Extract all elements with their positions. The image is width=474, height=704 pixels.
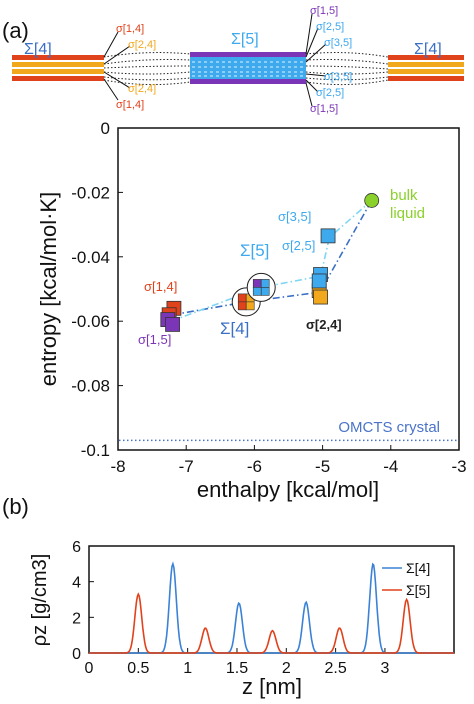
bulk-liquid-label-1: bulk: [390, 187, 418, 204]
schematic-label-right-1: σ[1,5]: [310, 5, 338, 17]
schematic-sigma4-right: Σ[4]: [414, 41, 442, 58]
x-tick-label: 1: [183, 660, 192, 677]
density-series-line: [89, 592, 454, 654]
y-tick-label: 0: [101, 119, 110, 138]
chart-b-series: [89, 561, 454, 654]
stripe-left-orange-2: [12, 69, 104, 74]
point-label-sigma14: σ[1,4]: [144, 279, 177, 294]
stripe-center-purple-2: [190, 79, 306, 84]
data-point: [313, 289, 328, 305]
point-label-sigma24: σ[2,4]: [306, 317, 342, 332]
schematic-sigma4-left: Σ[4]: [24, 41, 52, 58]
legend-label-sigma4: Σ[4]: [406, 560, 430, 576]
y-tick-label: 6: [72, 539, 81, 556]
transition-lines: [103, 52, 389, 86]
chart-b-xlabel: z [nm]: [242, 674, 302, 699]
x-tick-label: 2: [282, 660, 291, 677]
stripe-right-orange-2: [388, 69, 464, 74]
y-tick-label: 4: [72, 575, 81, 592]
stripe-center-purple-1: [190, 52, 306, 57]
entropy-enthalpy-chart: -8 -7 -6 -5 -4 -3 0 -0.02 -0.04 -0.06 -0.08 -0.1 en…: [36, 119, 467, 502]
average-square: [237, 301, 247, 311]
schematic-label-right-4: σ[3,5]: [324, 71, 352, 83]
y-tick-label: -0.1: [81, 441, 110, 460]
chart-a-paths: [170, 199, 373, 322]
bulk-liquid-label-2: liquid: [390, 205, 425, 222]
chart-a-xlabel: enthalpy [kcal/mol]: [197, 477, 379, 502]
x-tick-label: -7: [179, 457, 194, 476]
data-point: [320, 228, 336, 244]
stripe-right-orange-1: [388, 62, 464, 67]
average-square: [237, 293, 247, 303]
y-tick-label: -0.08: [71, 377, 110, 396]
x-tick-label: 0: [85, 660, 94, 677]
schematic-label-right-3: σ[3,5]: [324, 37, 352, 49]
average-square: [245, 301, 255, 311]
data-point: [311, 273, 327, 289]
schematic-label-left-1: σ[1,4]: [116, 23, 144, 35]
panel-b-label: (b): [2, 494, 29, 519]
legend-label-sigma5: Σ[5]: [406, 582, 430, 598]
average-label-sigma5: Σ[5]: [240, 241, 269, 260]
average-square: [252, 279, 262, 288]
y-tick-label: -0.02: [71, 183, 110, 202]
y-tick-label: -0.04: [71, 248, 110, 267]
path-line: [170, 199, 373, 322]
average-square: [260, 287, 270, 296]
x-tick-label: 2.5: [324, 660, 346, 677]
reference-line-label: OMCTS crystal: [338, 419, 440, 436]
point-label-sigma35: σ[3,5]: [278, 209, 311, 224]
x-tick-label: 1.5: [226, 660, 248, 677]
data-point: [165, 317, 180, 332]
schematic-label-right-2: σ[2,5]: [316, 21, 344, 33]
y-tick-label: 2: [72, 610, 81, 627]
average-square: [260, 279, 270, 288]
stripe-right-red-1: [388, 55, 464, 60]
average-label-sigma4: Σ[4]: [220, 319, 249, 338]
x-tick-label: -6: [247, 457, 262, 476]
schematic-label-right-5: σ[2,5]: [316, 87, 344, 99]
x-tick-label: -5: [315, 457, 330, 476]
point-label-sigma25: σ[2,5]: [282, 238, 315, 253]
y-tick-label: -0.06: [71, 312, 110, 331]
schematic-label-left-3: σ[2,4]: [128, 83, 156, 95]
x-tick-label: 0.5: [127, 660, 149, 677]
x-tick-label: -3: [451, 457, 466, 476]
chart-b-legend: Σ[4] Σ[5]: [382, 560, 430, 598]
path-line: [172, 200, 373, 316]
y-tick-label: 0: [72, 646, 81, 663]
stripe-right-red-2: [388, 76, 464, 81]
x-tick-label: 3: [380, 660, 389, 677]
chart-b-ylabel: ρz [g/cm3]: [29, 554, 51, 647]
stripe-left-orange-1: [12, 62, 104, 67]
chart-b-ticks: 0 0.5 1 1.5 2 2.5 3 0 2 4 6: [72, 539, 389, 677]
density-profile-chart: 0 0.5 1 1.5 2 2.5 3 0 2 4 6 z [nm] ρz [g/cm3] Σ[4]…: [29, 539, 455, 699]
schematic-label-left-4: σ[1,4]: [116, 99, 144, 111]
x-tick-label: -8: [110, 457, 125, 476]
point-label-sigma15: σ[1,5]: [138, 332, 171, 347]
leader-lines: [103, 13, 327, 107]
x-tick-label: -4: [383, 457, 398, 476]
schematic-label-right-6: σ[1,5]: [310, 103, 338, 115]
stripe-left-red-2: [12, 76, 104, 81]
center-wavy-lines: [192, 61, 304, 77]
schematic-sigma5: Σ[5]: [231, 31, 259, 48]
chart-a-frame: [117, 127, 460, 451]
bulk-liquid-point: [364, 193, 380, 208]
chart-a-ticks: -8 -7 -6 -5 -4 -3 0 -0.02 -0.04 -0.06 -0.08 -0.1: [71, 119, 466, 476]
schematic: Σ[4] Σ[5] Σ[4] σ[1,4] σ[2,4] σ[2,4] σ[1,…: [12, 5, 464, 115]
average-square: [252, 287, 262, 296]
stripe-left-red-1: [12, 55, 104, 60]
chart-a-ylabel: entropy [kcal/mol·K]: [36, 192, 61, 386]
panel-a-label: (a): [2, 18, 29, 43]
schematic-label-left-2: σ[2,4]: [128, 39, 156, 51]
chart-a-points: [160, 193, 380, 332]
